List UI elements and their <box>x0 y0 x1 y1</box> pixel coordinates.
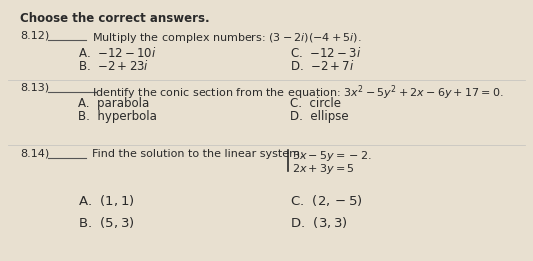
Text: 8.14): 8.14) <box>20 149 49 159</box>
Text: 8.13): 8.13) <box>20 83 49 93</box>
Text: Choose the correct answers.: Choose the correct answers. <box>20 12 209 25</box>
Text: B.  $(5, 3)$: B. $(5, 3)$ <box>78 215 134 230</box>
Text: Find the solution to the linear system:: Find the solution to the linear system: <box>92 149 304 159</box>
Text: Multiply the complex numbers: $(3-2i)(-4+5i)$.: Multiply the complex numbers: $(3-2i)(-4… <box>92 31 361 45</box>
Text: A.  $(1, 1)$: A. $(1, 1)$ <box>78 193 134 208</box>
Text: C.  $-12-3i$: C. $-12-3i$ <box>290 46 361 60</box>
Text: 8.12): 8.12) <box>20 31 49 41</box>
Text: C.  $(2, -5)$: C. $(2, -5)$ <box>290 193 363 208</box>
Text: C.  circle: C. circle <box>290 97 341 110</box>
Text: A.  parabola: A. parabola <box>78 97 149 110</box>
Text: B.  hyperbola: B. hyperbola <box>78 110 157 123</box>
Text: D.  $(3, 3)$: D. $(3, 3)$ <box>290 215 348 230</box>
Text: $3x-5y=-2.$: $3x-5y=-2.$ <box>292 149 372 163</box>
Text: $2x+3y=5$: $2x+3y=5$ <box>292 162 354 176</box>
Text: D.  $-2+7i$: D. $-2+7i$ <box>290 59 354 73</box>
Text: A.  $-12-10i$: A. $-12-10i$ <box>78 46 157 60</box>
Text: Identify the conic section from the equation: $3x^2-5y^2+2x-6y+17=0$.: Identify the conic section from the equa… <box>92 83 504 102</box>
Text: D.  ellipse: D. ellipse <box>290 110 349 123</box>
Text: B.  $-2+23i$: B. $-2+23i$ <box>78 59 149 73</box>
